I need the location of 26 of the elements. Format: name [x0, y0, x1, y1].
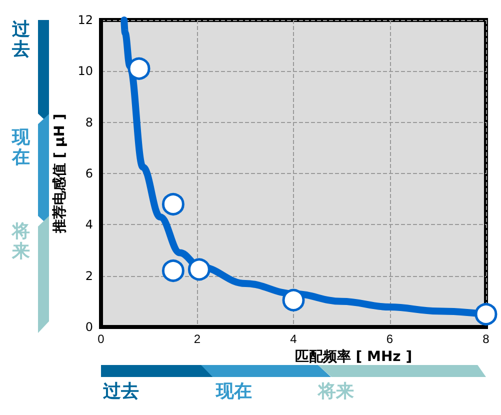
point — [282, 288, 305, 312]
x-tick-label: 4 — [290, 332, 298, 346]
x-tick-label: 2 — [194, 332, 201, 346]
y-tick-label: 10 — [78, 64, 93, 78]
x-tick-label: 8 — [482, 332, 490, 346]
text: 现在 — [216, 381, 252, 402]
y-tick-label: 0 — [85, 320, 93, 334]
point — [162, 192, 184, 216]
text: 将来 — [12, 221, 31, 262]
y-tick-label: 2 — [85, 268, 93, 283]
x-tick-label: 0 — [98, 332, 105, 346]
text: 将来 — [318, 381, 354, 402]
point — [162, 259, 184, 282]
text: 过去 — [103, 381, 139, 402]
text: 过去 — [12, 19, 31, 60]
y-tick-label: 12 — [78, 13, 93, 27]
point — [188, 258, 210, 281]
y-axis-title: 推荐电感值 [ μH ] — [52, 114, 68, 234]
y-tick-label: 8 — [85, 115, 93, 130]
y-tick-label: 6 — [85, 166, 93, 180]
x-axis-title: 匹配频率 [ MHz ] — [294, 348, 412, 365]
x-tick-label: 6 — [386, 332, 394, 346]
point — [474, 302, 498, 326]
text: 现在 — [12, 127, 31, 168]
y-tick-label: 4 — [85, 218, 93, 232]
point — [128, 57, 150, 80]
